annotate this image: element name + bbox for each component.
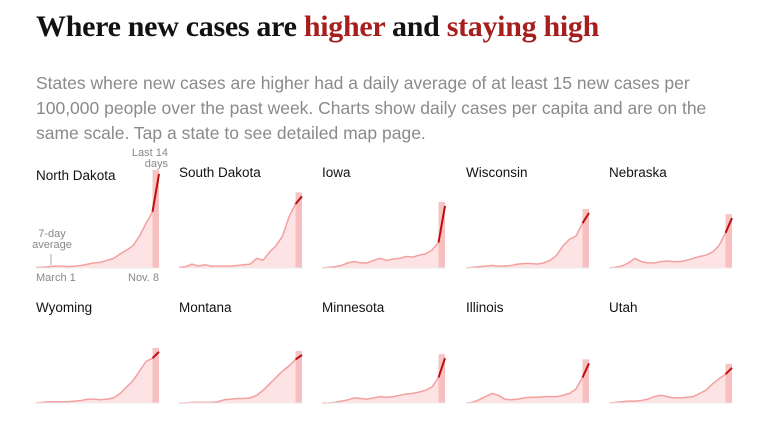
state-panel[interactable]: South Dakota: [179, 165, 303, 295]
daily-cases-area: [36, 173, 159, 268]
recent-trend-line: [724, 367, 733, 375]
daily-cases-area: [179, 196, 302, 268]
state-panel[interactable]: Illinois: [466, 300, 590, 430]
daily-cases-area: [322, 205, 445, 268]
daily-cases-area: [609, 218, 732, 268]
state-panel[interactable]: Utah: [609, 300, 733, 430]
state-name[interactable]: South Dakota: [179, 165, 261, 180]
state-panel[interactable]: North Dakota Last 14 days 7-day average March…: [32, 148, 168, 295]
state-panel[interactable]: Iowa: [322, 165, 446, 295]
daily-cases-area: [609, 367, 732, 403]
description: States where new cases are higher had a …: [36, 73, 707, 143]
recent-trend-line: [294, 195, 303, 205]
state-panel[interactable]: Wyoming: [36, 300, 160, 430]
last-14-days-band: [438, 201, 445, 268]
state-name[interactable]: Wisconsin: [466, 165, 528, 180]
seven-day-average-line: [179, 358, 297, 404]
last-14-days-band: [582, 208, 589, 268]
last-14-days-band: [152, 347, 159, 403]
recent-trend-line: [294, 354, 303, 361]
seven-day-average-line: [322, 241, 440, 269]
last-14-days-band: [295, 192, 302, 268]
start-date-label: March 1: [36, 272, 76, 284]
recent-trend-line: [151, 351, 160, 359]
last-14-days-band: [725, 214, 732, 268]
seven-day-average-line: [179, 203, 297, 269]
seven-day-average-line: [609, 373, 726, 404]
seven-day-average-label: 7-day average: [32, 228, 72, 251]
seven-day-average-line: [36, 211, 154, 269]
recent-trend-line: [151, 173, 160, 212]
recent-trend-line: [724, 217, 733, 234]
seven-day-average-line: [466, 222, 584, 269]
seven-day-average-line: [36, 357, 153, 404]
state-panel[interactable]: Montana: [179, 300, 303, 430]
last-14-days-band: [725, 363, 732, 403]
daily-cases-area: [466, 212, 589, 268]
last-14-days-band: [295, 351, 302, 403]
state-name[interactable]: Montana: [179, 300, 232, 315]
page-title: Where new cases are higher and staying h…: [36, 10, 599, 43]
last-14-days-band: [152, 169, 159, 268]
state-name[interactable]: Nebraska: [609, 165, 667, 180]
last-14-days-band: [582, 359, 589, 403]
state-panel[interactable]: Nebraska: [609, 165, 733, 295]
state-name[interactable]: Utah: [609, 300, 638, 315]
daily-cases-area: [36, 351, 159, 403]
state-name[interactable]: Minnesota: [322, 300, 385, 315]
state-panel[interactable]: Minnesota: [322, 300, 446, 430]
recent-trend-line: [437, 205, 446, 243]
state-name[interactable]: Wyoming: [36, 300, 93, 315]
recent-trend-line: [581, 362, 590, 378]
state-panel[interactable]: Wisconsin: [466, 165, 590, 295]
last-14-days-label: Last 14 days: [131, 147, 168, 170]
recent-trend-line: [581, 212, 590, 224]
daily-cases-area: [179, 355, 302, 403]
seven-day-average-line: [322, 376, 440, 404]
state-name[interactable]: North Dakota: [36, 168, 116, 183]
state-name[interactable]: Illinois: [466, 300, 504, 315]
last-14-days-band: [438, 354, 445, 403]
daily-cases-area: [466, 363, 589, 403]
end-date-label: Nov. 8: [128, 272, 159, 284]
recent-trend-line: [437, 357, 446, 378]
seven-day-average-line: [609, 232, 727, 269]
daily-cases-area: [322, 358, 445, 403]
seven-day-average-line: [466, 377, 584, 404]
state-name[interactable]: Iowa: [322, 165, 351, 180]
